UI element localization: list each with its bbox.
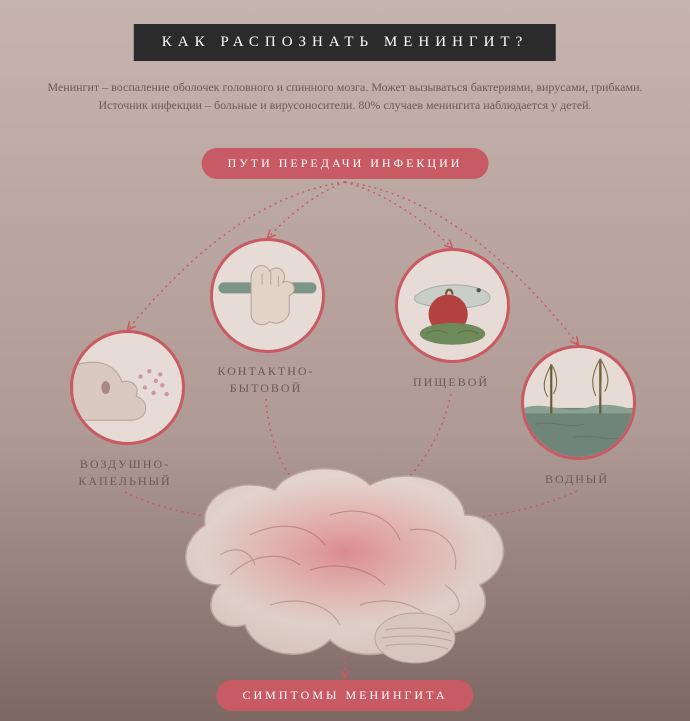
hand-rail-icon — [213, 241, 322, 350]
route-label-food: ПИЩЕВОЙ — [371, 374, 531, 391]
routes-pill: ПУТИ ПЕРЕДАЧИ ИНФЕКЦИИ — [202, 148, 489, 179]
brain-svg — [160, 455, 530, 675]
route-circle-airborne — [70, 330, 185, 445]
intro-text: Менингит – воспаление оболочек головного… — [30, 78, 660, 114]
cough-icon — [73, 333, 182, 442]
route-circle-food — [395, 248, 510, 363]
food-icon — [398, 251, 507, 360]
route-circle-water — [521, 345, 636, 460]
water-icon — [524, 348, 633, 457]
symptoms-pill: Симптомы менингита — [217, 680, 474, 711]
route-label-contact: КОНТАКТНО- БЫТОВОЙ — [186, 363, 346, 397]
page-title: Как распознать менингит? — [134, 24, 556, 61]
brain-illustration — [160, 455, 530, 675]
route-circle-contact — [210, 238, 325, 353]
